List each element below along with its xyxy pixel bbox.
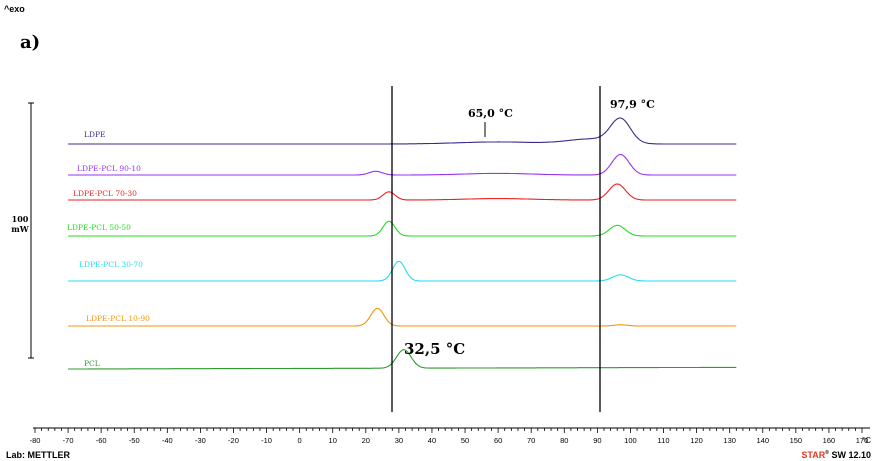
x-axis: -80 -70 -60 -50 -40 -30 -20 -10 0 10 20 30 40 50 60 70 8… xyxy=(30,427,870,445)
x-tick-label: 40 xyxy=(428,436,436,445)
x-tick-label: 170 xyxy=(856,436,869,445)
annotations-layer: 65,0 °C 97,9 °C 32,5 °C xyxy=(404,98,655,358)
x-tick-label: -50 xyxy=(129,436,140,445)
marker-lines-layer xyxy=(391,86,601,412)
x-tick-label: -80 xyxy=(30,436,41,445)
x-tick-label: -30 xyxy=(195,436,206,445)
x-tick-label: 20 xyxy=(362,436,370,445)
series-label-6: PCL xyxy=(84,359,100,368)
scale-bar-value: 100 xyxy=(12,214,29,224)
x-tick-label: 110 xyxy=(658,436,670,445)
x-tick-label: -20 xyxy=(228,436,239,445)
x-tick-label: -60 xyxy=(96,436,107,445)
curve-6 xyxy=(68,349,737,370)
curve-2 xyxy=(68,183,737,201)
curve-3 xyxy=(68,220,737,237)
series-label-4: LDPE-PCL 30-70 xyxy=(79,260,143,269)
curve-4 xyxy=(68,260,737,282)
curves-layer xyxy=(68,117,737,370)
exo-direction-label: ^exo xyxy=(4,4,25,14)
x-tick-label: -40 xyxy=(162,436,173,445)
series-label-5: LDPE-PCL 10-90 xyxy=(86,314,150,323)
x-tick-label: 120 xyxy=(690,436,703,445)
series-label-3: LDPE-PCL 50-50 xyxy=(67,223,131,232)
x-tick-label: 60 xyxy=(494,436,502,445)
x-tick-label: 10 xyxy=(329,436,337,445)
curve-0 xyxy=(68,117,737,145)
x-tick-label: 80 xyxy=(560,436,568,445)
x-tick-label: 0 xyxy=(298,436,302,445)
x-tick-label: 130 xyxy=(723,436,736,445)
panel-label: a) xyxy=(20,32,40,53)
x-tick-label: 150 xyxy=(790,436,803,445)
series-label-0: LDPE xyxy=(84,130,106,139)
lab-label: Lab: METTLER xyxy=(6,450,70,460)
series-label-1: LDPE-PCL 90-10 xyxy=(77,164,141,173)
series-label-2: LDPE-PCL 70-30 xyxy=(73,189,137,198)
x-tick-label: -10 xyxy=(261,436,272,445)
x-tick-label: 50 xyxy=(461,436,469,445)
x-tick-label: 90 xyxy=(593,436,601,445)
x-tick-label: 30 xyxy=(395,436,403,445)
x-axis-unit: °C xyxy=(862,436,871,445)
curve-1 xyxy=(68,153,737,176)
curve-5 xyxy=(68,307,737,327)
scale-bar: 100 mW xyxy=(11,102,34,359)
software-label: STAR® SW 12.10 xyxy=(801,449,871,460)
annotation-0: 65,0 °C xyxy=(468,107,513,120)
x-tick-label: -70 xyxy=(63,436,74,445)
x-tick-label: 140 xyxy=(757,436,770,445)
software-brand: STAR xyxy=(801,450,825,460)
x-tick-label: 160 xyxy=(823,436,836,445)
software-version-text: SW 12.10 xyxy=(831,450,871,460)
x-tick-label: 70 xyxy=(527,436,535,445)
x-tick-label: 100 xyxy=(624,436,637,445)
scale-bar-unit: mW xyxy=(11,224,29,234)
annotation-2: 32,5 °C xyxy=(404,340,465,358)
annotation-1: 97,9 °C xyxy=(610,98,655,111)
series-labels-layer: LDPE LDPE-PCL 90-10 LDPE-PCL 70-30 LDPE-PCL… xyxy=(67,130,150,368)
